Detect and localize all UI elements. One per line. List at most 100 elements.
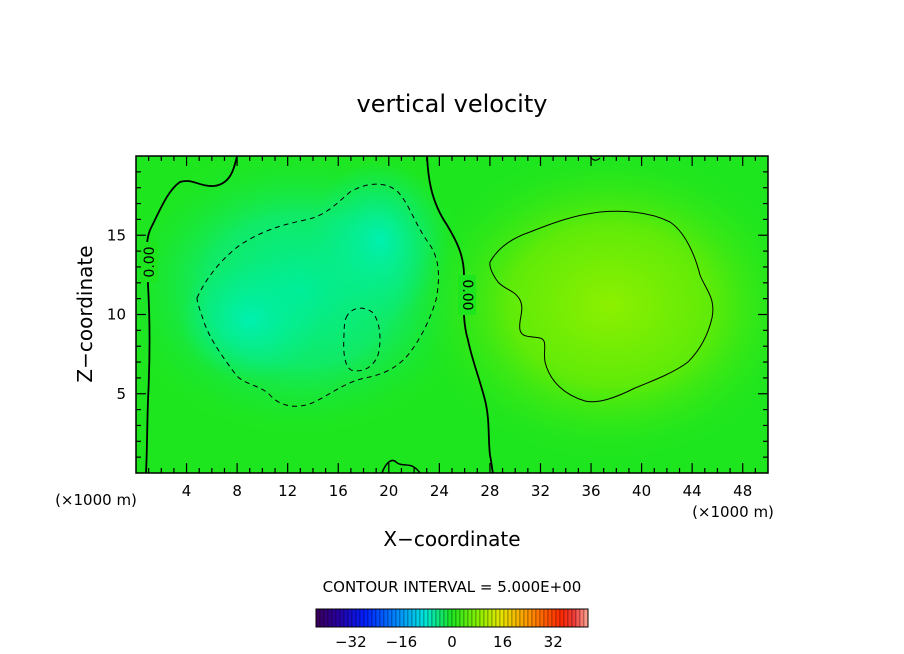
colorbar-cell (423, 608, 429, 628)
colorbar-cell (459, 608, 465, 628)
colorbar-tick-label: −16 (386, 633, 418, 651)
colorbar-cell (347, 608, 353, 628)
colorbar-cell (475, 608, 481, 628)
colorbar-ticks: −32 −16 0 16 32 (335, 633, 563, 651)
x-tick-label: 20 (379, 482, 398, 500)
x-tick-label: 24 (430, 482, 449, 500)
updraft-region (410, 156, 768, 465)
colorbar-tick-label: 0 (447, 633, 457, 651)
colorbar-cell (579, 608, 585, 628)
colorbar-cell (467, 608, 473, 628)
colorbar-cell (387, 608, 393, 628)
colorbar-cell (547, 608, 553, 628)
contour-interval-label: CONTOUR INTERVAL = 5.000E+00 (323, 578, 582, 596)
colorbar-cell (503, 608, 509, 628)
colorbar-cell (523, 608, 529, 628)
colorbar-cell (507, 608, 513, 628)
colorbar-cell (495, 608, 501, 628)
x-unit-right: (×1000 m) (692, 503, 774, 521)
colorbar-cell (487, 608, 493, 628)
colorbar-cell (359, 608, 365, 628)
colorbar-cell (379, 608, 385, 628)
colorbar-tick-label: −32 (335, 633, 367, 651)
colorbar-cell (519, 608, 525, 628)
colorbar-cell (511, 608, 517, 628)
colorbar-cell (435, 608, 441, 628)
colorbar-cell (315, 608, 321, 628)
colorbar-cell (407, 608, 413, 628)
colorbar-cell (531, 608, 537, 628)
colorbar-cell (447, 608, 453, 628)
colorbar-cell (343, 608, 349, 628)
colorbar-cell (463, 608, 469, 628)
colorbar-cell (431, 608, 437, 628)
colorbar-cell (399, 608, 405, 628)
x-tick-label: 4 (182, 482, 192, 500)
zero-contour-left (145, 156, 238, 473)
zero-contour-middle (426, 156, 494, 473)
x-tick-label: 40 (632, 482, 651, 500)
x-axis: 4 8 12 16 20 24 28 32 36 40 44 48 (148, 156, 756, 500)
x-tick-label: 48 (733, 482, 752, 500)
negative-contour-outer (196, 183, 439, 407)
colorbar-cell (363, 608, 369, 628)
colorbar-cell (415, 608, 421, 628)
colorbar-cell (483, 608, 489, 628)
colorbar-cell (491, 608, 497, 628)
contour-label-middle: 0.00 (459, 279, 475, 310)
colorbar-cell (323, 608, 329, 628)
x-tick-label: 16 (329, 482, 348, 500)
colorbar (315, 608, 589, 628)
colorbar-cell (439, 608, 445, 628)
x-tick-label: 32 (531, 482, 550, 500)
colorbar-cell (443, 608, 449, 628)
x-tick-label: 8 (232, 482, 242, 500)
colorbar-cell (335, 608, 341, 628)
colorbar-cell (563, 608, 569, 628)
negative-contour-inner (343, 307, 381, 372)
colorbar-frame (315, 608, 589, 628)
colorbar-cell (375, 608, 381, 628)
colorbar-cell (371, 608, 377, 628)
x-axis-label: X−coordinate (383, 527, 520, 551)
colorbar-cell (515, 608, 521, 628)
colorbar-cell (411, 608, 417, 628)
y-axis: 5 10 15 (107, 171, 768, 458)
colorbar-cell (355, 608, 361, 628)
colorbar-cell (427, 608, 433, 628)
contour-label-left: 0.00 (142, 246, 158, 277)
heatmap-field (136, 156, 768, 473)
colorbar-cell (383, 608, 389, 628)
positive-contour (489, 210, 714, 403)
colorbar-tick-label: 32 (544, 633, 563, 651)
colorbar-cell (331, 608, 337, 628)
colorbar-cell (551, 608, 557, 628)
colorbar-cell (319, 608, 325, 628)
colorbar-cell (539, 608, 545, 628)
colorbar-cell (575, 608, 581, 628)
colorbar-cell (403, 608, 409, 628)
colorbar-cell (395, 608, 401, 628)
y-tick-label: 5 (116, 385, 126, 403)
colorbar-tick-label: 16 (493, 633, 512, 651)
zero-contour-bottom (381, 459, 421, 473)
y-tick-label: 15 (107, 226, 126, 244)
x-tick-label: 12 (278, 482, 297, 500)
contours (140, 156, 714, 473)
colorbar-cell (455, 608, 461, 628)
colorbar-cell (419, 608, 425, 628)
colorbar-cell (499, 608, 505, 628)
colorbar-cell (559, 608, 565, 628)
chart-title: vertical velocity (357, 90, 548, 118)
colorbar-cell (555, 608, 561, 628)
colorbar-cell (339, 608, 345, 628)
colorbar-cell (583, 608, 589, 628)
x-tick-label: 44 (683, 482, 702, 500)
colorbar-cell (571, 608, 577, 628)
colorbar-cell (527, 608, 533, 628)
x-unit-left: (×1000 m) (55, 491, 137, 509)
colorbar-cell (327, 608, 333, 628)
x-tick-label: 28 (480, 482, 499, 500)
colorbar-cell (535, 608, 541, 628)
